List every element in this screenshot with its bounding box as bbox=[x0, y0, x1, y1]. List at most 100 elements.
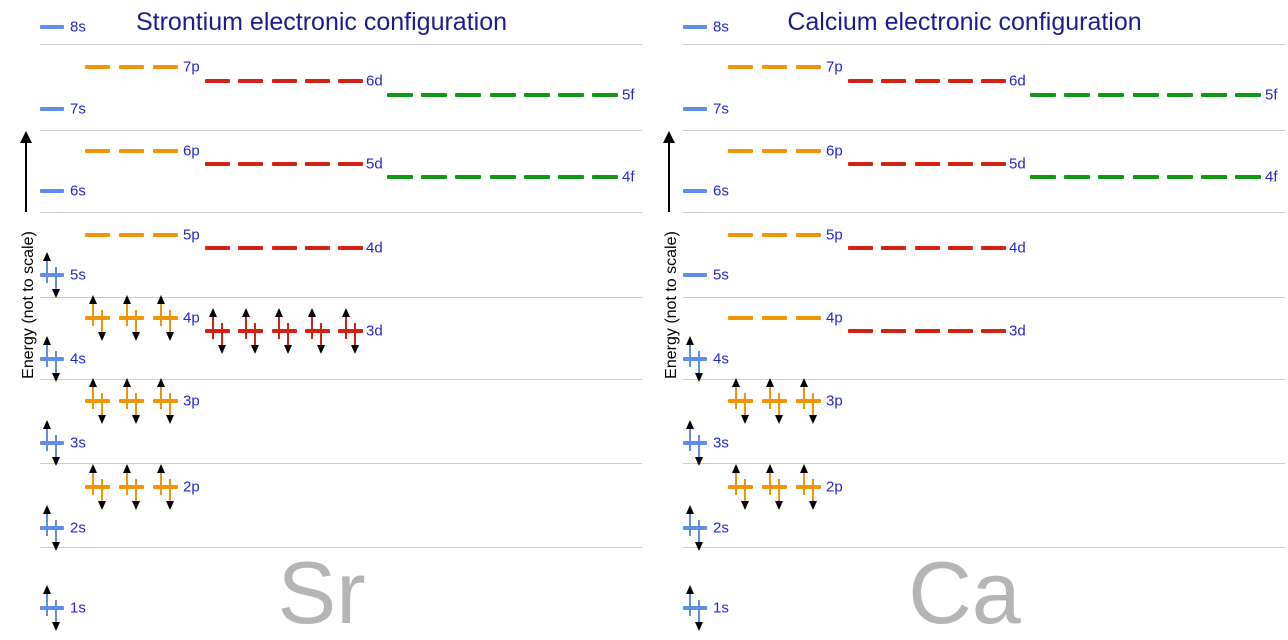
orbital-6d-level-dash bbox=[947, 79, 973, 83]
shell-separator-line bbox=[40, 463, 642, 464]
orbital-6p-level-dash bbox=[119, 149, 144, 153]
orbital-6p-label: 6p bbox=[826, 142, 843, 160]
spin-down-arrow-icon bbox=[131, 310, 140, 341]
spin-up-arrow-icon bbox=[43, 252, 52, 283]
spin-down-arrow-icon bbox=[694, 520, 703, 551]
arrow-head bbox=[284, 345, 292, 354]
arrow-shaft bbox=[278, 315, 280, 339]
spin-up-arrow-icon bbox=[765, 378, 774, 409]
spin-down-arrow-icon bbox=[808, 393, 817, 424]
spin-down-arrow-icon bbox=[51, 435, 60, 466]
orbital-4f-level-dash bbox=[1166, 175, 1193, 179]
orbital-3d-level-dash bbox=[304, 329, 330, 333]
orbital-1s-label: 1s bbox=[713, 599, 729, 617]
orbital-5d-level-dash bbox=[271, 162, 297, 166]
arrow-shaft bbox=[287, 323, 289, 347]
arrow-shaft bbox=[697, 351, 700, 375]
arrow-shaft bbox=[743, 479, 746, 503]
arrow-shaft bbox=[54, 600, 57, 624]
orbital-5f-level-dash bbox=[592, 93, 619, 97]
orbital-4d-level-dash bbox=[238, 246, 264, 250]
orbital-4p-level-dash bbox=[85, 316, 110, 320]
arrow-head bbox=[686, 505, 695, 514]
orbital-8s-level-dash bbox=[40, 25, 64, 29]
orbital-3d-level-dash bbox=[981, 329, 1006, 333]
orbital-5s-label: 5s bbox=[713, 266, 729, 284]
orbital-4s-level-dash bbox=[683, 357, 707, 361]
arrow-head bbox=[51, 457, 60, 466]
spin-down-arrow-icon bbox=[51, 600, 60, 631]
spin-down-arrow-icon bbox=[165, 310, 174, 341]
calcium-panel: Calcium electronic configuration Energy … bbox=[643, 0, 1286, 640]
orbital-5f-level-dash bbox=[1030, 93, 1056, 97]
energy-axis-arrow bbox=[663, 131, 675, 212]
arrow-shaft bbox=[211, 315, 214, 339]
spin-down-arrow-icon bbox=[97, 310, 106, 341]
spin-up-arrow-icon bbox=[275, 308, 283, 339]
arrow-shaft bbox=[689, 427, 692, 451]
orbital-5f-level-dash bbox=[1201, 93, 1227, 97]
spin-down-arrow-icon bbox=[774, 479, 783, 510]
arrow-shaft bbox=[220, 323, 223, 347]
orbital-4d-level-dash bbox=[981, 246, 1006, 250]
orbital-6d-level-dash bbox=[238, 79, 264, 83]
shell-separator-line bbox=[683, 44, 1285, 45]
arrow-shaft bbox=[689, 343, 692, 367]
arrow-head bbox=[774, 415, 783, 424]
orbital-3p-level-dash bbox=[762, 399, 787, 403]
orbital-5d-level-dash bbox=[914, 162, 940, 166]
arrow-shaft bbox=[320, 323, 323, 347]
orbital-4f-level-dash bbox=[1201, 175, 1227, 179]
orbital-7p-label: 7p bbox=[183, 58, 200, 76]
arrow-shaft bbox=[46, 343, 49, 367]
spin-down-arrow-icon bbox=[694, 351, 703, 382]
shell-separator-line bbox=[683, 379, 1285, 380]
arrow-head bbox=[808, 501, 817, 510]
arrow-shaft bbox=[768, 471, 771, 495]
shell-separator-line bbox=[40, 212, 642, 213]
orbital-4f-level-dash bbox=[1132, 175, 1159, 179]
orbital-3s-level-dash bbox=[683, 441, 707, 445]
spin-up-arrow-icon bbox=[122, 295, 131, 326]
orbital-5f-level-dash bbox=[1098, 93, 1125, 97]
orbital-5d-level-dash bbox=[981, 162, 1006, 166]
orbital-diagram: 8s 7p 6d 5f 7s 6p 5d 4f 6s 5p 4d 5s 4p 3d 4s 3p 3s 2p 2s 1s bbox=[643, 0, 1286, 640]
arrow-shaft bbox=[802, 471, 805, 495]
arrow-head bbox=[51, 289, 60, 298]
arrow-up-icon bbox=[663, 131, 675, 143]
orbital-3p-level-dash bbox=[153, 399, 178, 403]
shell-separator-line bbox=[40, 44, 642, 45]
strontium-panel: Strontium electronic configuration Energ… bbox=[0, 0, 643, 640]
orbital-7p-level-dash bbox=[796, 65, 821, 69]
spin-up-arrow-icon bbox=[156, 464, 165, 495]
orbital-5f-level-dash bbox=[558, 93, 584, 97]
orbital-3p-label: 3p bbox=[826, 392, 843, 410]
arrow-shaft bbox=[46, 259, 49, 283]
shell-separator-line bbox=[683, 130, 1285, 131]
orbital-3s-level-dash bbox=[40, 441, 64, 445]
arrow-shaft bbox=[100, 393, 103, 417]
arrow-shaft bbox=[689, 592, 692, 616]
orbital-4p-level-dash bbox=[728, 316, 753, 320]
orbital-2p-level-dash bbox=[85, 485, 110, 489]
arrow-head bbox=[765, 378, 774, 387]
spin-up-arrow-icon bbox=[686, 336, 695, 367]
orbital-5p-level-dash bbox=[762, 233, 787, 237]
orbital-6d-level-dash bbox=[848, 79, 873, 83]
spin-down-arrow-icon bbox=[51, 520, 60, 551]
orbital-5d-level-dash bbox=[338, 162, 363, 166]
orbital-6s-label: 6s bbox=[70, 182, 86, 200]
orbital-4d-level-dash bbox=[947, 246, 973, 250]
arrow-head bbox=[88, 464, 97, 473]
arrow-shaft bbox=[54, 351, 57, 375]
orbital-2p-level-dash bbox=[119, 485, 144, 489]
orbital-8s-level-dash bbox=[683, 25, 707, 29]
orbital-4f-level-dash bbox=[489, 175, 516, 179]
arrow-head bbox=[341, 308, 350, 317]
orbital-3d-level-dash bbox=[338, 329, 363, 333]
arrow-shaft bbox=[777, 393, 780, 417]
shell-separator-line bbox=[683, 212, 1285, 213]
spin-down-arrow-icon bbox=[131, 393, 140, 424]
spin-up-arrow-icon bbox=[731, 464, 740, 495]
orbital-3d-label: 3d bbox=[366, 322, 383, 340]
